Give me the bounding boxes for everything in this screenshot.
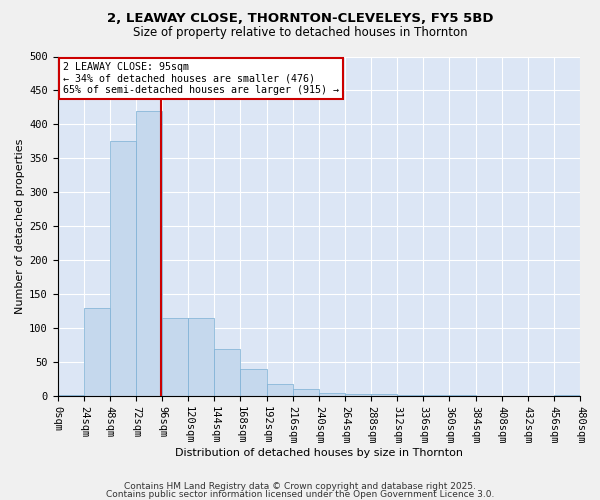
- Bar: [345, 394, 371, 396]
- Bar: [110, 142, 136, 396]
- Bar: [319, 392, 345, 396]
- Text: Contains HM Land Registry data © Crown copyright and database right 2025.: Contains HM Land Registry data © Crown c…: [124, 482, 476, 491]
- X-axis label: Distribution of detached houses by size in Thornton: Distribution of detached houses by size …: [175, 448, 463, 458]
- Bar: [162, 318, 188, 396]
- Text: 2 LEAWAY CLOSE: 95sqm
← 34% of detached houses are smaller (476)
65% of semi-det: 2 LEAWAY CLOSE: 95sqm ← 34% of detached …: [63, 62, 339, 95]
- Bar: [371, 394, 397, 396]
- Text: Size of property relative to detached houses in Thornton: Size of property relative to detached ho…: [133, 26, 467, 39]
- Bar: [293, 390, 319, 396]
- Bar: [266, 384, 293, 396]
- Bar: [188, 318, 214, 396]
- Bar: [84, 308, 110, 396]
- Text: 2, LEAWAY CLOSE, THORNTON-CLEVELEYS, FY5 5BD: 2, LEAWAY CLOSE, THORNTON-CLEVELEYS, FY5…: [107, 12, 493, 26]
- Bar: [58, 395, 84, 396]
- Bar: [241, 369, 266, 396]
- Y-axis label: Number of detached properties: Number of detached properties: [15, 138, 25, 314]
- Text: Contains public sector information licensed under the Open Government Licence 3.: Contains public sector information licen…: [106, 490, 494, 499]
- Bar: [214, 348, 241, 396]
- Bar: [136, 111, 162, 396]
